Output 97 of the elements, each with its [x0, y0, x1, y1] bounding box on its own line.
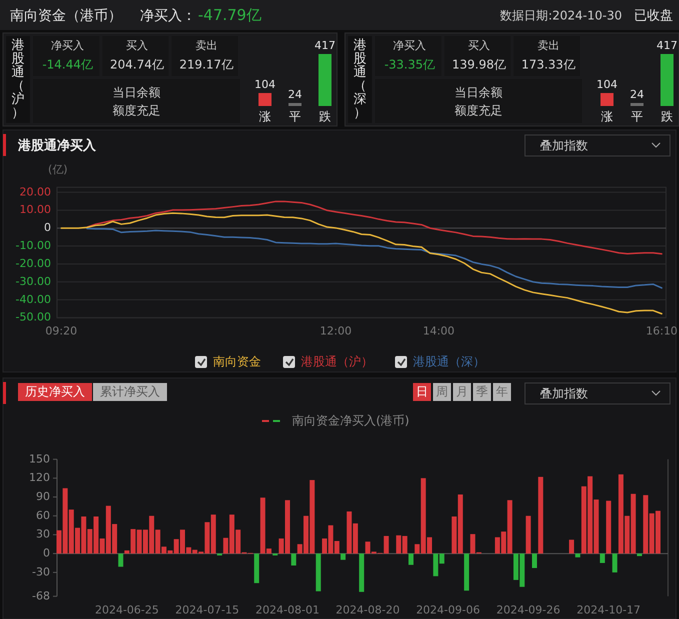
- bar: [532, 554, 537, 568]
- x-tick-label: 跌: [661, 109, 673, 124]
- text: 卖出: [537, 39, 560, 52]
- x-tick-label: 12:00: [320, 324, 352, 338]
- y-tick-label: 30: [36, 528, 50, 541]
- data-label: 104: [596, 78, 618, 92]
- text: 额度充足: [454, 103, 502, 118]
- y-tick-label: 150: [29, 452, 50, 466]
- bar: [118, 554, 124, 567]
- y-tick-label: -10.00: [16, 239, 51, 252]
- data-label: 24: [288, 88, 302, 102]
- chart-title: 港股通净买入: [17, 138, 97, 154]
- bar: [569, 540, 574, 554]
- bar: [606, 500, 612, 554]
- y-tick-label: 120: [29, 471, 50, 484]
- x-tick-label: 2024-07-15: [175, 603, 240, 616]
- text: 已收盘: [634, 8, 673, 24]
- text: 净买入：: [140, 8, 196, 24]
- y-tick-label: 60: [36, 508, 50, 522]
- bar: [526, 516, 531, 554]
- bar: [340, 554, 346, 560]
- y-tick-label: 20.00: [20, 185, 51, 198]
- text: 买入: [468, 39, 490, 52]
- bar: [636, 554, 642, 556]
- y-tick-label: -40.00: [16, 292, 51, 306]
- bar: [575, 554, 580, 558]
- bar: [408, 554, 414, 565]
- y-tick-label: 90: [36, 490, 50, 504]
- text: 港股通（沪）: [12, 38, 24, 120]
- text: 叠加指数: [540, 138, 588, 152]
- text: 累计净买入: [100, 384, 160, 398]
- text: 叠加指数: [540, 386, 588, 400]
- line-series: [86, 200, 662, 255]
- text: 港股通（深）: [354, 38, 366, 120]
- bar: [359, 554, 364, 592]
- x-tick-label: 2024-10-17: [576, 603, 641, 616]
- text: 季: [476, 384, 488, 398]
- text: 额度充足: [112, 103, 160, 118]
- x-tick-label: 2024-06-25: [94, 603, 159, 616]
- bar: [254, 554, 260, 584]
- data-label: 104: [254, 78, 276, 92]
- x-tick-label: 平: [631, 109, 643, 124]
- text: 日: [416, 384, 428, 398]
- x-tick-label: 涨: [259, 109, 271, 124]
- x-tick-label: 2024-08-01: [256, 603, 320, 616]
- x-tick-label: 2024-09-26: [496, 603, 560, 616]
- y-tick-label: -30: [32, 565, 50, 578]
- text: 南向资金净买入(港币): [292, 413, 410, 428]
- line-series: [60, 212, 662, 315]
- text: 卖出: [195, 39, 218, 52]
- x-tick-label: 跌: [319, 109, 331, 124]
- x-tick-label: 平: [289, 109, 301, 124]
- y-tick-label: 10.00: [20, 203, 51, 216]
- text: 南向资金（港币）: [10, 8, 122, 24]
- text: 年: [496, 384, 508, 398]
- text: 数据日期:2024-10-30: [500, 8, 622, 22]
- data-label: 417: [656, 39, 678, 52]
- text: 周: [436, 384, 448, 398]
- y-tick-label: 0: [43, 546, 50, 560]
- text: 当日余额: [454, 85, 502, 100]
- line-series: [86, 228, 662, 289]
- text: 南向资金: [213, 354, 261, 368]
- bar: [316, 554, 321, 592]
- text: 当日余额: [112, 85, 160, 100]
- text: -47.79亿: [198, 6, 262, 24]
- y-tick-label: -68: [32, 589, 50, 602]
- bar: [464, 554, 470, 591]
- y-axis-title: (亿): [48, 163, 68, 176]
- bar: [538, 476, 544, 554]
- text: 月: [456, 384, 468, 398]
- text: 历史净买入: [25, 384, 85, 398]
- text: -33.35亿: [384, 57, 436, 72]
- text: 173.33亿: [521, 57, 576, 72]
- text: 买入: [126, 39, 148, 52]
- y-tick-label: -30.00: [16, 274, 51, 288]
- text: -14.44亿: [42, 57, 94, 72]
- text: 港股通（深）: [413, 354, 485, 368]
- x-tick-label: 16:10: [646, 324, 678, 338]
- x-tick-label: 14:00: [422, 324, 455, 338]
- text: 139.98亿: [452, 57, 506, 72]
- bar: [291, 554, 296, 566]
- x-tick-label: 涨: [601, 109, 613, 124]
- y-tick-label: -50.00: [16, 310, 51, 324]
- data-label: 417: [314, 39, 336, 52]
- y-tick-label: 0: [44, 221, 51, 234]
- data-label: 24: [630, 88, 644, 102]
- x-tick-label: 2024-09-06: [416, 603, 480, 616]
- text: 219.17亿: [179, 57, 234, 72]
- text: 204.74亿: [110, 57, 164, 72]
- bar: [600, 554, 605, 563]
- x-tick-label: 2024-08-20: [336, 603, 400, 616]
- bar: [612, 554, 618, 572]
- text: 净买入: [393, 39, 426, 52]
- y-tick-label: -20.00: [16, 256, 51, 270]
- text: 净买入: [51, 39, 84, 52]
- x-tick-label: 09:20: [45, 324, 78, 338]
- text: 港股通（沪）: [301, 354, 373, 368]
